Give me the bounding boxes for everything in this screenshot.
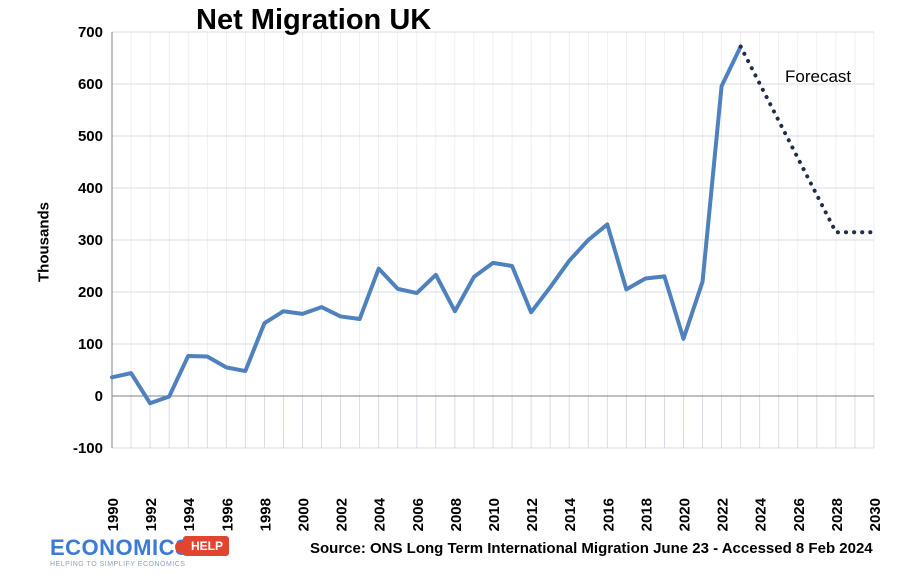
- x-tick-label: 2026: [791, 498, 808, 531]
- x-tick-label: 1990: [105, 498, 122, 531]
- logo-wordmark: ECONOMICS: [50, 535, 191, 560]
- economics-help-logo: ECONOMICS HELP HELPING TO SIMPLIFY ECONO…: [50, 533, 230, 575]
- series-line-net-migration: [110, 44, 743, 406]
- x-tick-label: 2014: [562, 497, 579, 531]
- x-tick-label: 1992: [143, 498, 160, 531]
- x-tick-label: 2022: [715, 498, 732, 531]
- x-tick-label: 2030: [867, 498, 884, 531]
- x-tick-label: 2002: [334, 498, 351, 531]
- x-tick-label: 2024: [753, 497, 770, 531]
- x-tick-label: 2000: [296, 498, 313, 531]
- x-tick-label: 1996: [219, 498, 236, 531]
- x-tick-label: 2016: [600, 498, 617, 531]
- x-tick-label: 1994: [181, 497, 198, 531]
- x-tick-label: 2018: [638, 498, 655, 531]
- y-tick-label: 400: [78, 180, 103, 197]
- x-tick-label: 2006: [410, 498, 427, 531]
- y-tick-label: 600: [78, 76, 103, 93]
- x-tick-label: 2028: [829, 498, 846, 531]
- logo-tagline: HELPING TO SIMPLIFY ECONOMICS: [50, 561, 186, 568]
- y-tick-label: 200: [78, 284, 103, 301]
- y-tick-label: 700: [78, 24, 103, 41]
- y-tick-label: 500: [78, 128, 103, 145]
- y-tick-label: 0: [95, 388, 103, 405]
- series-line-forecast: [738, 44, 876, 235]
- logo-help-badge: HELP: [183, 536, 230, 556]
- x-tick-label: 2004: [372, 497, 389, 531]
- source-note: Source: ONS Long Term International Migr…: [310, 540, 873, 557]
- x-tick-label: 2020: [677, 498, 694, 531]
- x-tick-label: 2010: [486, 498, 503, 531]
- x-tick-label: 2008: [448, 498, 465, 531]
- x-tick-label: 1998: [257, 498, 274, 531]
- y-tick-label: 300: [78, 232, 103, 249]
- y-axis-label: Thousands: [35, 201, 53, 283]
- y-tick-label: 100: [78, 336, 103, 353]
- y-tick-label: -100: [73, 440, 103, 457]
- forecast-annotation: Forecast: [785, 67, 852, 86]
- chart-title: Net Migration UK: [196, 4, 432, 36]
- x-tick-label: 2012: [524, 498, 541, 531]
